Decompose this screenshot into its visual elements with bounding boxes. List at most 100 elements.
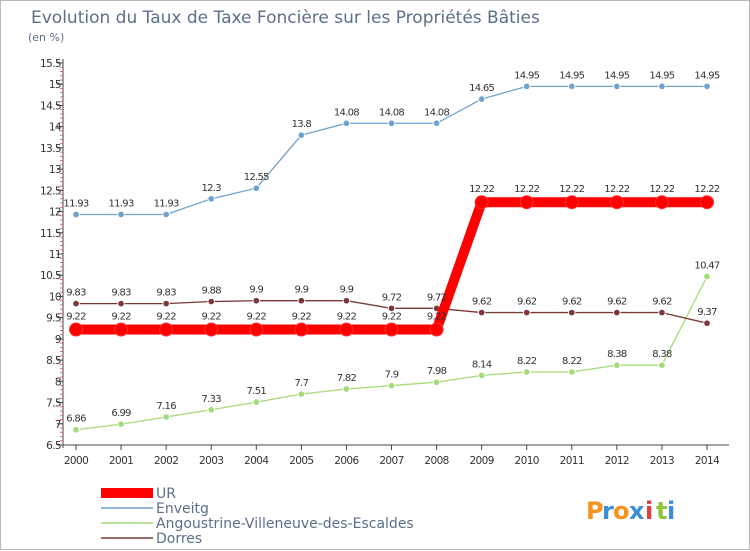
x-tick-label: 2001 [109,455,133,467]
x-tick-label: 2003 [199,455,223,467]
data-label: 9.83 [111,288,131,299]
data-point [162,413,170,421]
data-point [564,195,579,210]
x-tick-label: 2010 [515,455,539,467]
data-label: 9.9 [340,285,354,296]
data-label: 14.08 [379,107,404,118]
data-label: 14.95 [649,70,674,81]
series-group: 9.22 9.22 9.22 9.22 9.22 9.22 9.22 9.22 9.22 12.2… [63,70,721,434]
x-tick-label: 2012 [605,455,629,467]
data-label: 6.86 [66,414,86,425]
data-label: 10.47 [694,260,719,271]
chart-subtitle: (en %) [28,31,64,44]
y-tick-label: 8 [55,376,61,388]
data-point [387,119,396,128]
data-point [252,184,261,192]
data-point [609,195,624,210]
axes: 6.5 7 7.5 8 8.5 9 9.5 10 10.5 11 11.5 12 12.5 13 13.5 1… [40,58,729,467]
data-point [162,299,170,308]
data-label: 9.62 [562,297,582,308]
data-label: 12.22 [604,184,629,195]
data-label: 7.82 [337,373,357,384]
data-label: 14.65 [469,83,494,94]
data-label: 8.14 [472,359,492,370]
data-label: 9.22 [427,312,447,323]
logo-letter: P [586,497,604,525]
y-tick-label: 10 [49,291,61,303]
y-tick-label: 10.5 [40,270,61,282]
logo-letter: o [613,497,630,525]
data-point [342,119,351,128]
data-point [432,378,441,386]
y-tick-label: 14 [49,122,62,134]
data-point [522,82,531,91]
data-label: 11.93 [63,199,88,210]
legend: UREnveitgAngoustrine-Villeneuve-des-Esca… [101,486,414,547]
data-label: 14.08 [334,107,359,118]
data-point [658,308,666,317]
data-label: 9.22 [247,312,267,323]
data-point [252,398,261,406]
data-label: 7.98 [427,366,447,377]
y-tick-label: 8.5 [46,355,61,367]
data-point [297,390,306,398]
data-label: 13.8 [292,119,312,130]
data-label: 9.22 [156,312,176,323]
y-tick-label: 12 [49,207,61,219]
logo-letter: r [602,497,614,525]
data-label: 12.22 [649,184,674,195]
y-tick-label: 11.5 [40,228,61,240]
data-label: 11.93 [154,199,179,210]
data-label: 9.62 [607,297,627,308]
data-label: 9.62 [472,297,492,308]
data-point [204,322,219,337]
x-tick-label: 2000 [64,455,88,467]
data-labels: 9.22 9.22 9.22 9.22 9.22 9.22 9.22 9.22 9.22 12.2… [63,70,720,425]
data-point [117,420,125,428]
logo-letter: x [629,497,645,525]
y-tick-label: 7 [55,419,61,431]
data-label: 12.22 [559,184,584,195]
legend-item: Angoustrine-Villeneuve-des-Escaldes [101,516,414,532]
data-label: 14.95 [559,70,584,81]
logo-letter: i [645,497,653,525]
data-label: 9.72 [427,292,447,303]
x-tick-label: 2011 [560,455,584,467]
data-label: 9.83 [156,288,176,299]
data-label: 12.3 [201,183,221,194]
data-label: 12.22 [694,184,719,195]
data-point [613,361,621,369]
y-tick-label: 11 [49,249,61,261]
data-label: 9.62 [517,297,537,308]
data-point [387,304,396,313]
data-label: 14.95 [604,70,629,81]
proxiti-logo-text: Pr o x i t i [586,497,675,525]
data-point [207,406,215,414]
y-tick-label: 9.5 [46,313,61,325]
data-point [117,210,125,219]
series-enveitg [72,82,711,219]
data-point [114,322,129,337]
data-label: 14.95 [514,70,539,81]
series-line [76,85,707,216]
data-label: 9.22 [201,312,221,323]
data-label: 8.22 [562,356,582,367]
x-tick-label: 2005 [289,455,313,467]
chart-title: Evolution du Taux de Taxe Foncière sur l… [31,8,540,28]
data-label: 8.22 [517,356,537,367]
data-point [522,308,531,317]
legend-swatch [101,488,153,498]
data-label: 7.51 [247,386,267,397]
data-label: 9.22 [66,312,86,323]
data-point [477,95,486,103]
x-tick-label: 2002 [154,455,178,467]
data-point [613,308,621,317]
data-point [207,297,215,306]
data-point [568,308,576,317]
data-point [297,296,306,305]
data-label: 9.83 [66,288,86,299]
data-point [384,322,399,337]
legend-label: Dorres [156,531,202,547]
data-label: 9.62 [652,297,672,308]
